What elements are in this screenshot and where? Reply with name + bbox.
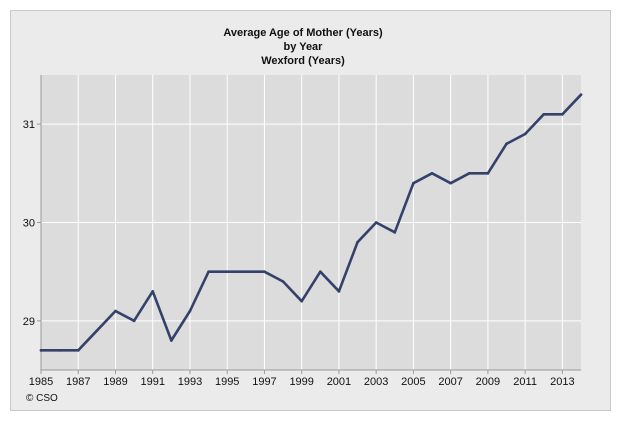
data-point-1988 [95, 329, 99, 332]
data-point-1997 [263, 270, 266, 273]
data-point-2000 [319, 270, 322, 273]
data-point-2001 [337, 290, 341, 293]
data-point-1990 [132, 319, 136, 323]
series-line-0 [39, 93, 583, 352]
x-tick-label: 1993 [178, 376, 202, 388]
x-tick-label: 1995 [215, 376, 239, 388]
x-tick-label: 2011 [513, 376, 537, 388]
data-point-2014 [579, 93, 583, 96]
x-tick-label: 2007 [438, 376, 462, 388]
data-point-1998 [281, 280, 285, 283]
x-tick-label: 2013 [550, 376, 574, 388]
x-tick-label: 2003 [364, 376, 388, 388]
data-point-2006 [430, 172, 434, 175]
x-axis-ticks: 1985 1987 1989 1991 1993 1995 1997 1999 2001 2003… [29, 370, 575, 388]
y-tick-label: 30 [23, 218, 35, 230]
data-point-2012 [542, 113, 546, 116]
data-point-1986 [58, 349, 61, 352]
data-point-1995 [225, 270, 229, 273]
source-credit: © CSO [26, 393, 58, 404]
y-tick-label: 29 [23, 316, 35, 328]
series-group [39, 93, 583, 352]
data-point-2007 [449, 181, 452, 185]
y-tick-label: 31 [23, 119, 35, 131]
x-tick-label: 1989 [103, 376, 127, 388]
y-axis-ticks: 29 30 31 [23, 119, 41, 328]
data-point-1996 [244, 270, 248, 273]
data-point-2005 [412, 181, 415, 185]
data-point-2009 [486, 172, 490, 175]
x-tick-label: 2005 [401, 376, 425, 388]
x-tick-label: 2001 [327, 376, 351, 388]
data-point-1985 [39, 349, 43, 352]
grid-lines [40, 75, 581, 370]
data-point-2003 [374, 221, 378, 224]
x-tick-label: 1985 [29, 376, 53, 388]
data-point-2002 [356, 240, 359, 244]
x-tick-label: 1987 [66, 376, 90, 388]
data-point-2008 [467, 172, 471, 175]
x-tick-label: 1991 [140, 376, 164, 388]
data-point-1989 [114, 309, 117, 313]
x-tick-label: 1997 [252, 376, 276, 388]
data-point-2004 [393, 231, 397, 234]
chart-title-line-2: by Year [284, 41, 324, 53]
x-tick-label: 1999 [289, 376, 313, 388]
data-point-1999 [300, 299, 303, 303]
data-point-1993 [188, 309, 192, 313]
data-point-1992 [170, 339, 173, 342]
x-tick-label: 2009 [476, 376, 500, 388]
data-point-2010 [505, 142, 508, 146]
data-point-1991 [151, 290, 155, 293]
data-point-1987 [76, 349, 80, 352]
data-point-2013 [561, 113, 564, 116]
data-point-1994 [207, 270, 210, 273]
data-point-2011 [523, 132, 527, 136]
chart-title-line-1: Average Age of Mother (Years) [223, 27, 383, 39]
chart-title-line-3: Wexford (Years) [261, 55, 345, 67]
